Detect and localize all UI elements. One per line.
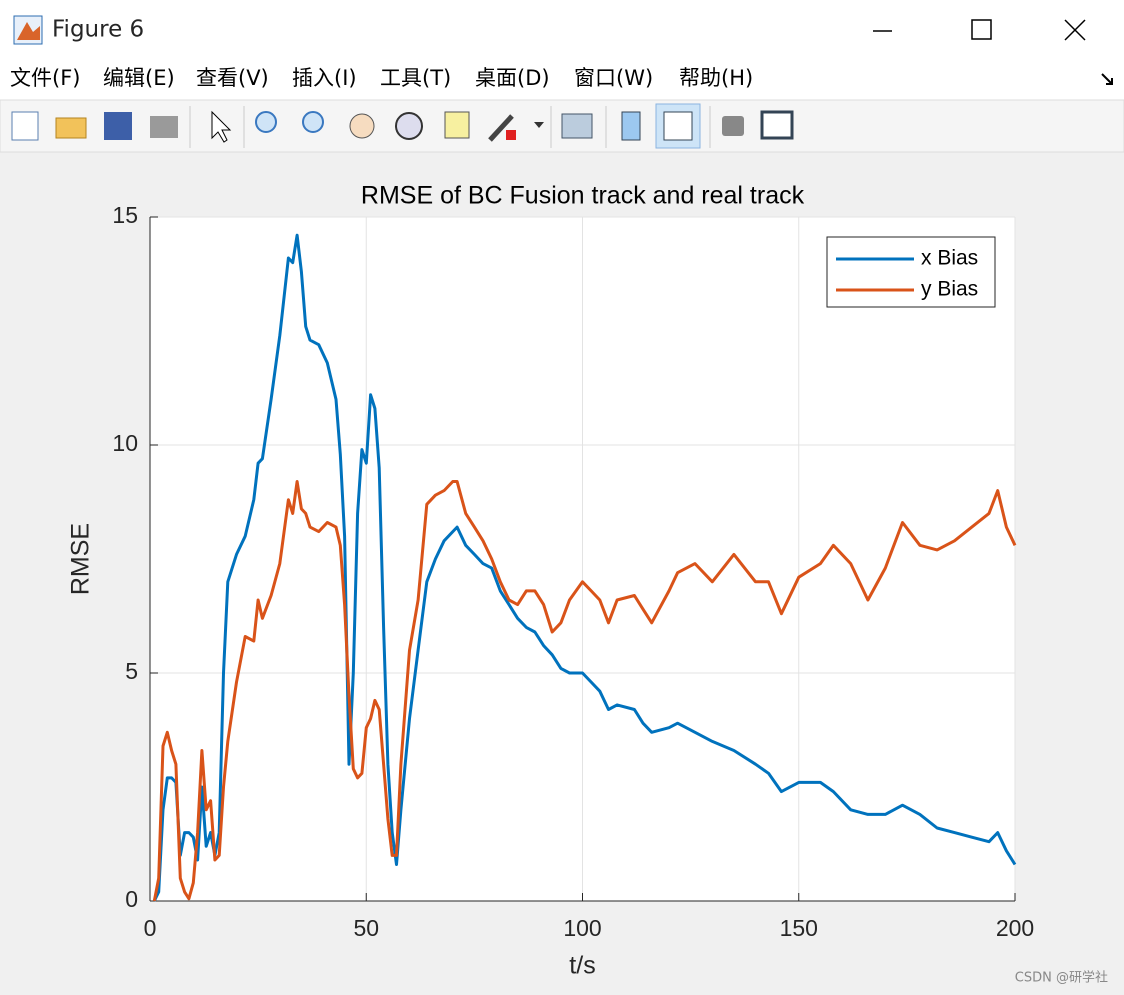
new-icon[interactable]	[11, 111, 39, 141]
legend-label: y Bias	[921, 278, 978, 301]
menu-item[interactable]: 窗口(W)	[574, 66, 653, 90]
title-bar	[0, 0, 1124, 58]
brush-color	[506, 130, 516, 140]
legend-label: x Bias	[921, 247, 978, 270]
y-tick-label: 10	[112, 430, 138, 456]
link-icon[interactable]	[561, 113, 593, 139]
menu-item[interactable]: 工具(T)	[380, 66, 451, 90]
menu-item[interactable]: 插入(I)	[292, 66, 357, 90]
colorbar-icon[interactable]	[621, 111, 641, 141]
x-tick-label: 100	[563, 915, 601, 941]
y-tick-label: 0	[125, 886, 138, 912]
data-line	[152, 480, 1017, 902]
x-axis-label: t/s	[569, 952, 595, 980]
pointer-icon[interactable]	[211, 110, 232, 143]
x-tick-label: 0	[144, 915, 157, 941]
app-icon-shape	[17, 22, 40, 40]
brush-dropdown[interactable]	[534, 122, 544, 128]
save-icon[interactable]	[104, 112, 132, 140]
x-tick-label: 200	[996, 915, 1034, 941]
dock-icon[interactable]	[760, 110, 794, 140]
y-tick-label: 5	[125, 658, 138, 684]
menu-arrow[interactable]	[1101, 73, 1113, 85]
y-axis-label: RMSE	[67, 523, 95, 595]
window-title: Figure 6	[52, 17, 144, 43]
menu-bar	[0, 58, 1124, 100]
y-tick-label: 15	[112, 202, 138, 228]
zoom-in-icon[interactable]	[255, 111, 277, 133]
menu-item[interactable]: 文件(F)	[10, 66, 80, 90]
watermark: CSDN @研学社	[1015, 970, 1108, 986]
print-icon[interactable]	[150, 116, 178, 138]
menu-item[interactable]: 查看(V)	[196, 66, 269, 90]
menu-item[interactable]: 帮助(H)	[679, 66, 753, 90]
datatip-icon[interactable]	[444, 111, 470, 139]
legend-box	[826, 236, 996, 308]
open-icon[interactable]	[55, 117, 87, 139]
brush-icon[interactable]	[488, 114, 514, 142]
pan-icon[interactable]	[349, 113, 375, 139]
toolbar-icons	[11, 103, 794, 149]
chart-title: RMSE of BC Fusion track and real track	[361, 182, 805, 210]
menu-item[interactable]: 桌面(D)	[475, 66, 550, 90]
data-line	[152, 233, 1017, 902]
close-button[interactable]	[1064, 19, 1086, 41]
menu-item[interactable]: 编辑(E)	[103, 66, 175, 90]
x-tick-label: 50	[353, 915, 379, 941]
zoom-out-icon[interactable]	[302, 111, 324, 133]
x-tick-label: 150	[780, 915, 818, 941]
maximize-button[interactable]	[971, 19, 992, 40]
hide-tools-icon[interactable]	[722, 116, 744, 136]
legend-icon[interactable]	[663, 111, 693, 141]
rotate-icon[interactable]	[395, 112, 423, 140]
